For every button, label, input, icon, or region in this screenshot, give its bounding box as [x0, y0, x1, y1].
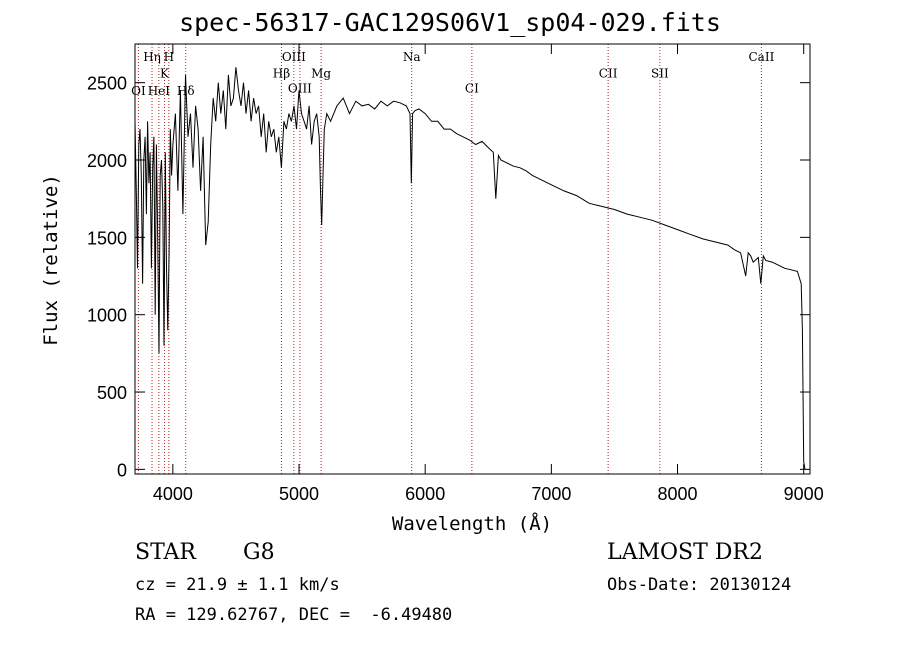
emission-line-markers	[137, 44, 762, 474]
y-tick-label: 500	[97, 383, 127, 403]
y-tick-label: 2500	[87, 74, 127, 94]
y-tick-label: 1000	[87, 306, 127, 326]
x-tick-label: 9000	[784, 484, 824, 504]
line-label-13: SII	[651, 66, 669, 80]
x-tick-label: 4000	[153, 484, 193, 504]
line-label-0: OI	[131, 84, 146, 98]
line-label-8: OIII	[288, 82, 312, 96]
line-label-4: H	[164, 50, 174, 64]
y-axis-ticks: 0 500 1000 1500 2000 2500	[87, 74, 810, 480]
obs-date-text: Obs-Date: 20130124	[607, 575, 792, 595]
line-label-10: Na	[403, 50, 421, 64]
y-axis-label: Flux (relative)	[40, 174, 62, 346]
x-tick-label: 6000	[405, 484, 445, 504]
line-label-2: HeI	[148, 84, 171, 98]
plot-frame	[134, 43, 811, 475]
line-label-9: Mg	[311, 66, 331, 80]
y-tick-label: 1500	[87, 228, 127, 248]
line-label-14: CaII	[749, 50, 775, 64]
redshift-text: cz = 21.9 ± 1.1 km/s	[135, 575, 340, 595]
chart-title: spec-56317-GAC129S06V1_sp04-029.fits	[179, 8, 721, 37]
line-label-6: Hβ	[273, 66, 290, 80]
object-class: STAR	[135, 540, 196, 565]
spectrum-line	[134, 67, 806, 470]
survey-name: LAMOST DR2	[607, 540, 763, 565]
x-tick-label: 5000	[279, 484, 319, 504]
coords-text: RA = 129.62767, DEC = -6.49480	[135, 605, 453, 625]
x-axis-ticks: 4000 5000 6000 7000 8000 9000	[153, 44, 824, 504]
x-tick-label: 7000	[531, 484, 571, 504]
line-label-12: CII	[599, 66, 618, 80]
x-tick-label: 8000	[657, 484, 697, 504]
spectral-subclass: G8	[243, 540, 275, 565]
line-label-1: Hη	[143, 50, 161, 64]
line-label-11: CI	[465, 82, 479, 96]
y-tick-label: 2000	[87, 151, 127, 171]
line-label-3: K	[160, 66, 170, 80]
y-tick-label: 0	[117, 460, 127, 480]
x-axis-label: Wavelength (Å)	[392, 512, 552, 535]
line-label-7: OIII	[282, 50, 306, 64]
